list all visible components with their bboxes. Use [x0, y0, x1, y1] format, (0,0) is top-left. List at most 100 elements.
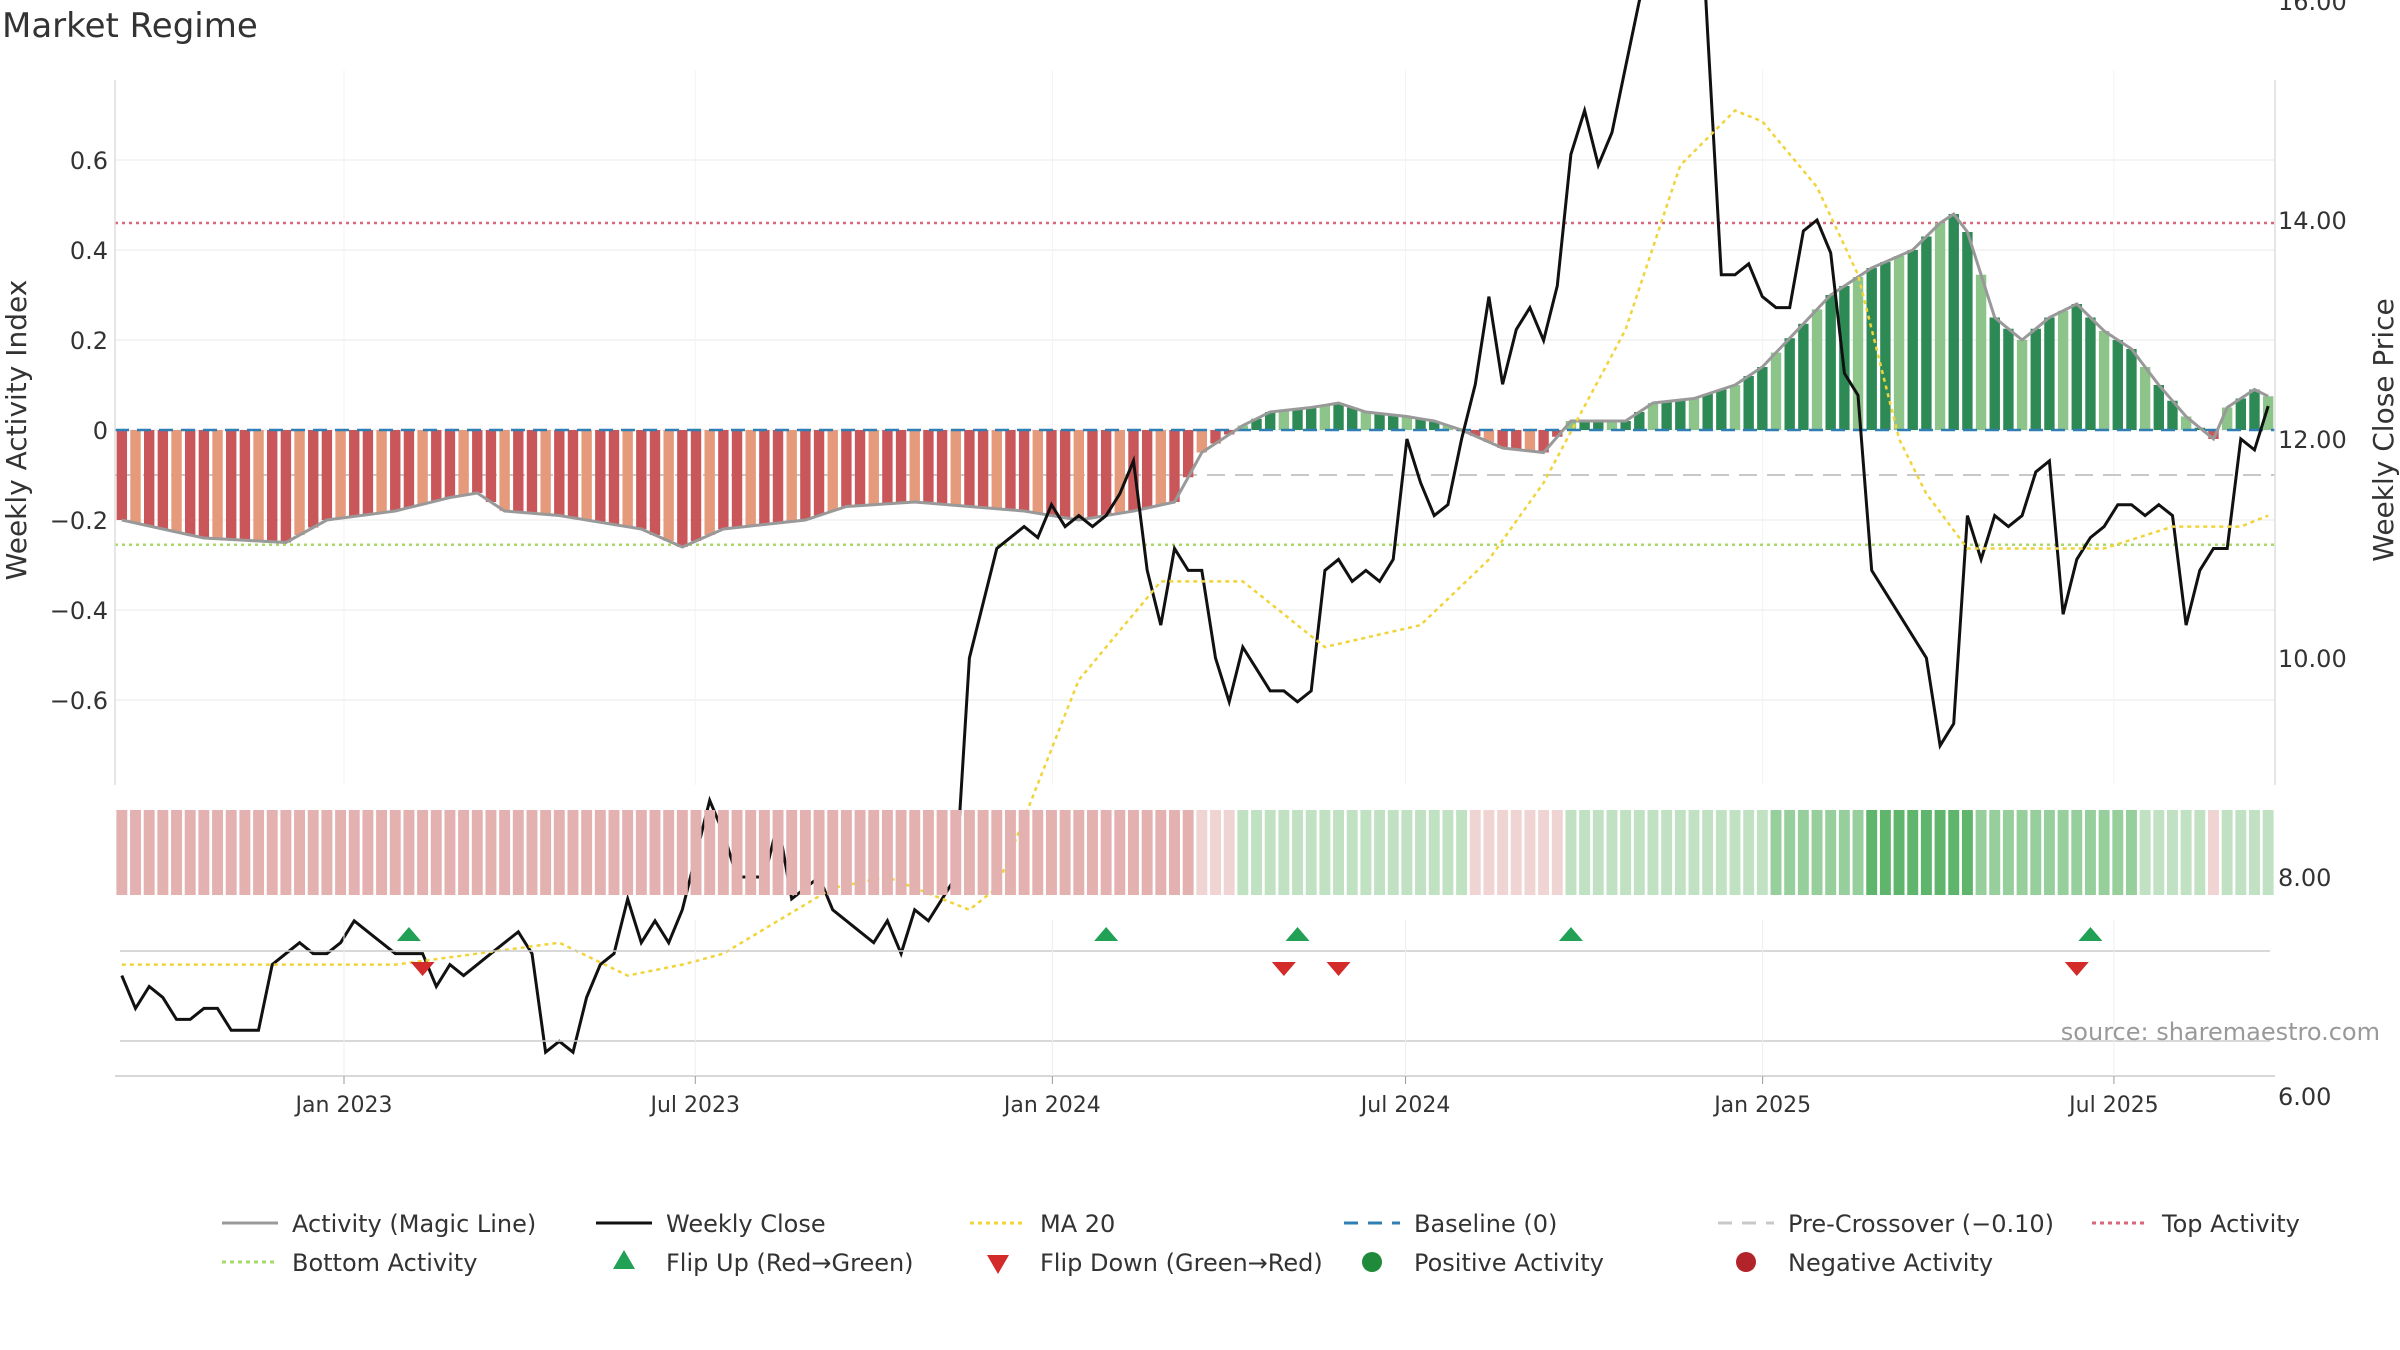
activity-bar	[212, 430, 223, 539]
activity-bar	[417, 430, 428, 505]
activity-bar	[1770, 352, 1782, 430]
regime-strip-cell	[1401, 810, 1413, 895]
regime-strip-cell	[198, 810, 210, 895]
y2-tick-label: 14.00	[2278, 207, 2347, 235]
activity-bar	[1347, 407, 1358, 430]
regime-strip-cell	[2112, 810, 2124, 895]
series-lines	[120, 0, 2270, 1056]
regime-strip-cell	[1920, 810, 1932, 895]
regime-strip-cell	[171, 810, 182, 895]
regime-strip-cell	[2043, 810, 2055, 895]
activity-bar	[800, 430, 811, 520]
activity-bar	[1483, 430, 1495, 442]
activity-bar	[1470, 430, 1481, 436]
regime-strip-cell	[417, 810, 429, 895]
activity-bar	[554, 430, 565, 516]
activity-bar	[841, 430, 852, 507]
regime-strip-cell	[881, 810, 893, 895]
activity-bar	[2262, 396, 2274, 430]
activity-bar	[1169, 430, 1180, 502]
activity-bar	[1893, 256, 1905, 430]
regime-strip-cell	[1114, 810, 1126, 895]
flip-up-marker	[2078, 927, 2103, 941]
x-tick-label: Jul 2025	[2067, 1093, 2159, 1118]
legend-label: Weekly Close	[666, 1210, 826, 1238]
regime-strip-cell	[977, 810, 989, 895]
activity-bar	[950, 430, 961, 506]
activity-bar	[1005, 430, 1016, 510]
activity-bar	[1237, 425, 1249, 430]
regime-strip-cell	[512, 810, 524, 895]
activity-bar	[1962, 232, 1973, 430]
regime-strip-cell	[581, 810, 593, 895]
activity-bar	[485, 430, 497, 502]
activity-bar	[1852, 277, 1864, 430]
activity-bar	[1401, 416, 1413, 430]
activity-bar	[854, 430, 866, 506]
regime-strip-cell	[2057, 810, 2069, 895]
flip-down-marker	[1326, 962, 1351, 976]
activity-bar	[1360, 412, 1372, 430]
x-tick-label: Jan 2024	[1002, 1093, 1101, 1118]
regime-strip-cell	[1811, 810, 1823, 895]
activity-bar	[2016, 340, 2028, 430]
activity-bar	[2167, 400, 2178, 430]
activity-bar	[1319, 405, 1331, 430]
activity-bar	[1429, 421, 1440, 430]
regime-strip-cell	[2180, 810, 2192, 895]
regime-strip-cell	[936, 810, 948, 895]
regime-strip-cell	[2030, 810, 2042, 895]
regime-strip-cell	[1100, 810, 1112, 895]
regime-strip-cell	[1087, 810, 1098, 895]
activity-bar	[882, 430, 893, 504]
activity-bar	[704, 430, 715, 535]
regime-strip-cell	[1264, 810, 1276, 895]
activity-bar	[1182, 430, 1194, 478]
regime-strip-cell	[403, 810, 415, 895]
regime-strip-cell	[2098, 810, 2110, 895]
activity-bar	[1415, 418, 1426, 430]
regime-strip-cell	[266, 810, 278, 895]
regime-strip-cell	[253, 810, 265, 895]
activity-bar	[759, 430, 770, 525]
legend-swatch	[1736, 1252, 1756, 1272]
regime-strip-cell	[731, 810, 743, 895]
regime-strip-cell	[471, 810, 483, 895]
legend-swatch	[987, 1255, 1009, 1274]
regime-strip-cell	[1961, 810, 1973, 895]
activity-magic-line	[121, 211, 2269, 549]
regime-strip-cell	[280, 810, 292, 895]
regime-strip-cell	[1524, 810, 1536, 895]
regime-strip-cell	[1223, 810, 1235, 895]
activity-bar	[2057, 310, 2069, 430]
regime-strip-cell	[485, 810, 497, 895]
regime-strip-cell	[663, 810, 675, 895]
activity-bar	[581, 430, 592, 520]
regime-strip-cell	[717, 810, 729, 895]
regime-strip-cell	[963, 810, 975, 895]
activity-bar	[608, 430, 620, 525]
activity-bar	[1825, 295, 1836, 430]
regime-strip-cell	[2084, 810, 2096, 895]
activity-bar	[1141, 430, 1153, 508]
regime-strip-cell	[1278, 810, 1290, 895]
regime-strip-cell	[1975, 810, 1987, 895]
flip-up-marker	[1094, 927, 1119, 941]
regime-strip-cell	[1551, 810, 1563, 895]
activity-bar	[1442, 425, 1454, 430]
regime-strip-cell	[1128, 810, 1139, 895]
regime-strip-cell	[868, 810, 880, 895]
regime-strip-cell	[444, 810, 456, 895]
regime-strip-cell	[239, 810, 251, 895]
activity-bar	[390, 430, 401, 511]
activity-bar	[786, 430, 797, 522]
y-axis-label: Weekly Activity Index	[0, 280, 33, 581]
ma20-line	[121, 109, 2269, 977]
activity-bar	[526, 430, 538, 514]
regime-strip-cell	[1948, 810, 1960, 895]
regime-strip-cell	[348, 810, 360, 895]
regime-strip-cell	[772, 810, 784, 895]
activity-bar	[499, 430, 510, 511]
regime-strip-cell	[376, 810, 388, 895]
regime-strip-cell	[1004, 810, 1016, 895]
